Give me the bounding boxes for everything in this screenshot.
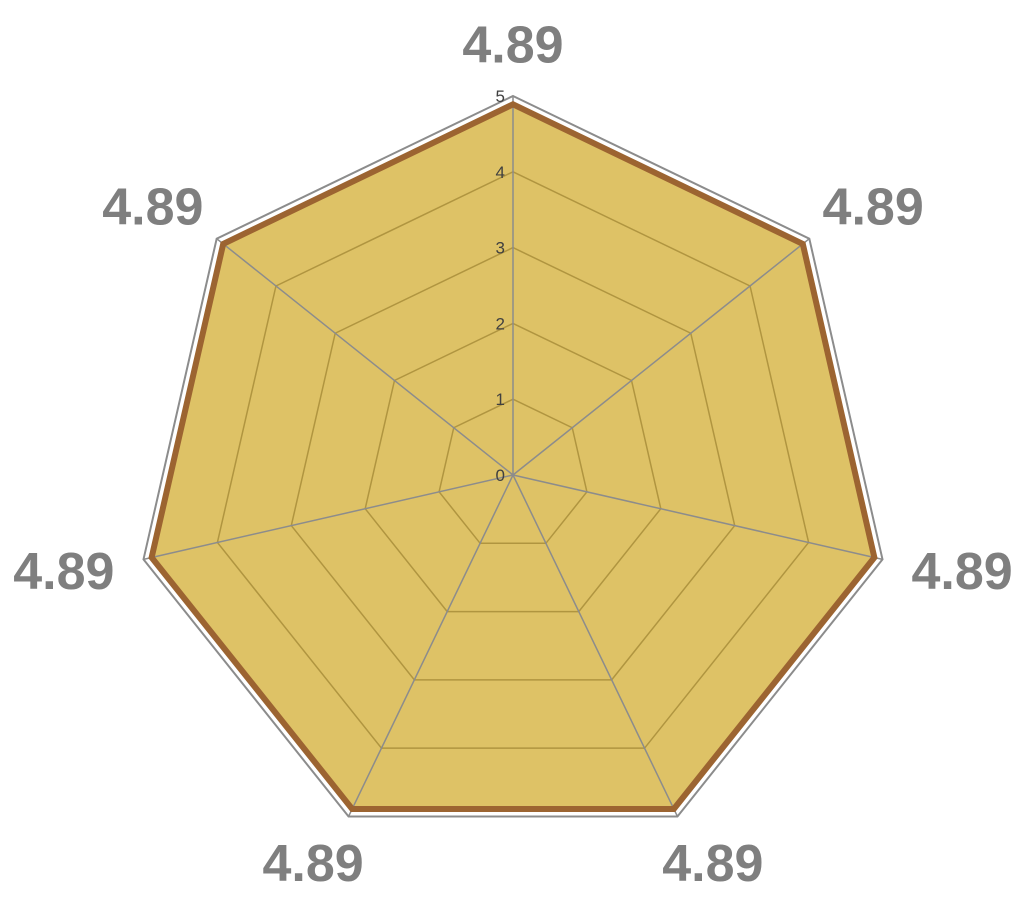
data-label: 4.89 xyxy=(823,178,924,236)
spoke-1 xyxy=(512,238,810,476)
spoke-5 xyxy=(143,474,514,561)
tick-label: 2 xyxy=(496,314,505,333)
grid-ring-4 xyxy=(216,170,810,749)
grid-ring-2 xyxy=(364,322,662,613)
tick-label: 5 xyxy=(496,87,505,106)
data-label: 4.89 xyxy=(462,16,563,74)
tick-label: 3 xyxy=(496,239,505,258)
grid-ring-5 xyxy=(142,94,884,818)
grid-ring-3 xyxy=(290,246,736,681)
data-label: 4.89 xyxy=(102,178,203,236)
tick-label: 1 xyxy=(496,390,505,409)
spoke-4 xyxy=(347,474,514,817)
data-label: 4.89 xyxy=(263,835,364,893)
spoke-3 xyxy=(512,474,679,817)
tick-label: 0 xyxy=(496,466,505,485)
series-line xyxy=(148,101,878,812)
spoke-2 xyxy=(512,474,883,561)
tick-label: 4 xyxy=(496,163,505,182)
data-label: 4.89 xyxy=(662,835,763,893)
spoke-6 xyxy=(216,238,514,476)
data-label: 4.89 xyxy=(13,543,114,601)
data-label: 4.89 xyxy=(912,543,1013,601)
grid-ring-1 xyxy=(438,398,588,545)
